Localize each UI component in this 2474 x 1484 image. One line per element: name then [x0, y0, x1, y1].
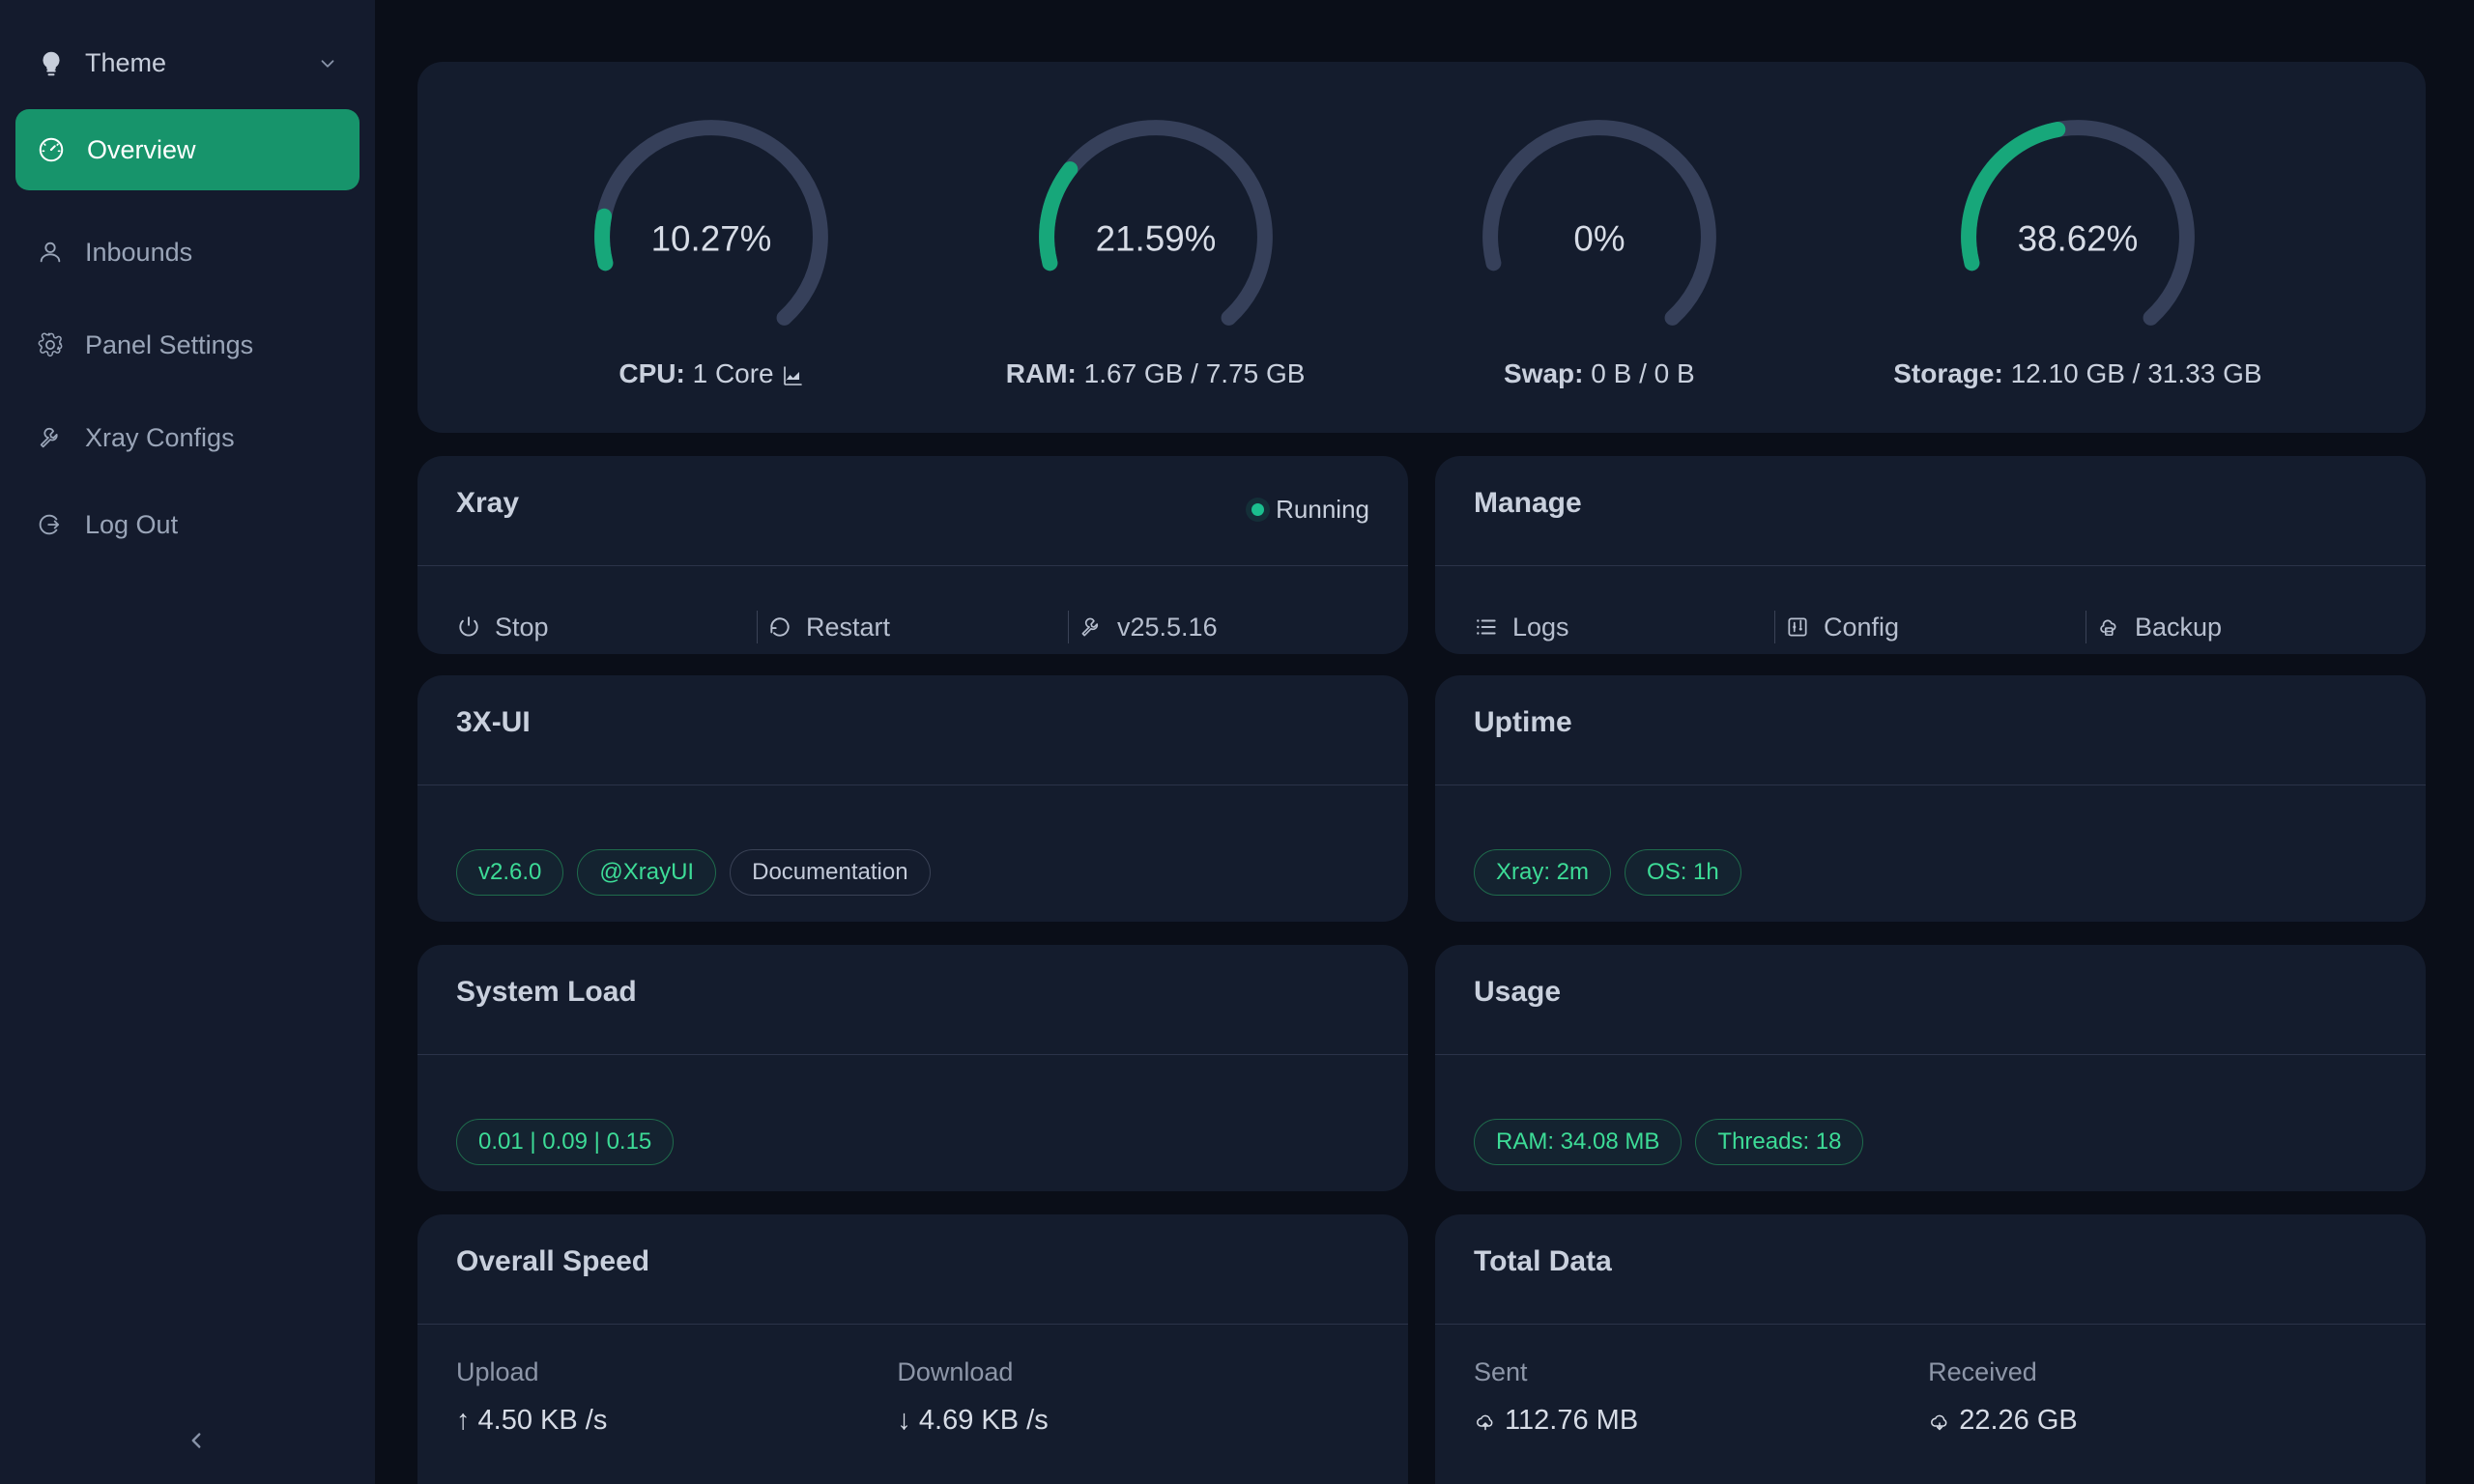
svg-text:38.62%: 38.62% — [2017, 218, 2138, 258]
svg-text:0%: 0% — [1573, 218, 1625, 258]
svg-text:21.59%: 21.59% — [1095, 218, 1216, 258]
svg-text:10.27%: 10.27% — [651, 218, 772, 258]
